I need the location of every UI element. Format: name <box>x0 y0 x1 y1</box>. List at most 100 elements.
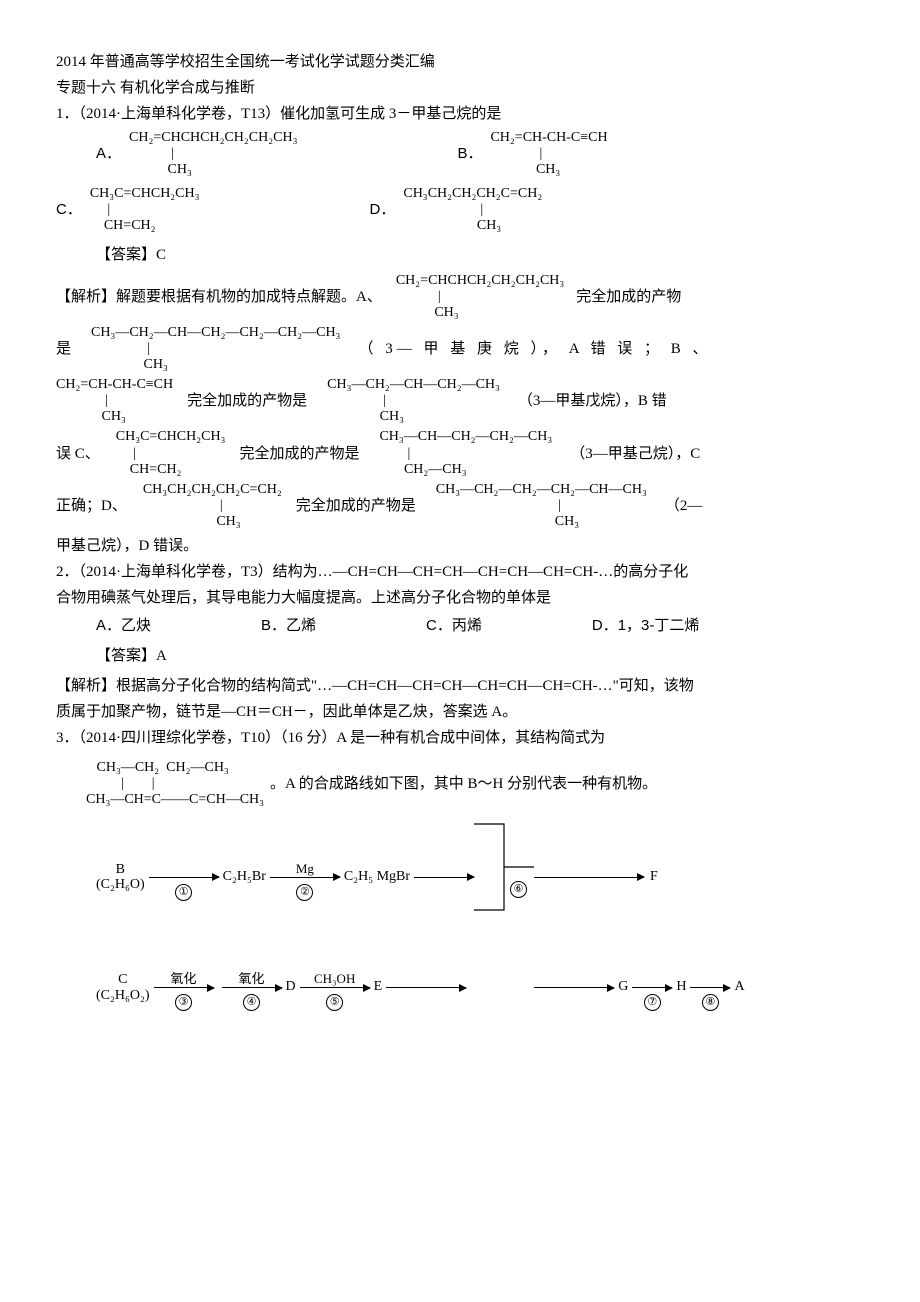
step-number: ⑦ <box>644 994 661 1011</box>
q2-stem-1: 2．（2014·上海单科化学卷，T3）结构为…—CH=CH—CH=CH—CH=C… <box>56 560 864 584</box>
node-label: C₂H₅Br <box>223 866 266 888</box>
arrow-icon: ⑦ <box>632 987 672 988</box>
chem-line: | <box>379 446 552 462</box>
q1-opt-d-struct: CH₃CH₂CH₂CH₂C=CH₂ | CH₃ <box>403 186 542 234</box>
chem-line: CH₂=CH-CH-C≡CH <box>56 377 173 393</box>
doc-title: 2014 年普通高等学校招生全国统一考试化学试题分类汇编 <box>56 50 864 74</box>
q1-expl-struct-d: CH₃CH₂CH₂CH₂C=CH₂ | CH₃ <box>143 482 282 530</box>
text-run: 完全加成的产物 <box>576 285 681 309</box>
q1-expl-d: 正确；D、 CH₃CH₂CH₂CH₂C=CH₂ | CH₃ 完全加成的产物是 C… <box>56 482 864 530</box>
chem-line: CH₃ <box>436 514 647 530</box>
text-run: （3—甲基己烷），C <box>570 442 700 466</box>
q3-structure-a: CH₃—CH₂ CH₂—CH₃ | | CH₃—CH=C——C=CH—CH₃ <box>86 760 264 808</box>
text-run: 正确；D、 <box>56 494 127 518</box>
chem-line: CH₃C=CHCH₂CH₃ <box>116 429 226 445</box>
chem-line: | <box>116 446 226 462</box>
arrow-icon: Mg ② <box>270 877 340 878</box>
q3-synthesis-scheme: B (C₂H₆O) ① C₂H₅Br Mg ② C₂H₅ MgBr ⑥ F C … <box>96 822 864 1003</box>
chem-line: CH₃—CH₂ CH₂—CH₃ <box>86 760 264 776</box>
chem-line: | <box>56 393 173 409</box>
chem-line: CH₃—CH—CH₂—CH₂—CH₃ <box>379 429 552 445</box>
chem-line: CH₃CH₂CH₂CH₂C=CH₂ <box>143 482 282 498</box>
arrow-icon: ① <box>149 877 219 878</box>
q1-prod-b-struct: CH₃—CH₂—CH—CH₂—CH₃ | CH₃ <box>327 377 500 425</box>
q1-label-a: A． <box>96 142 121 166</box>
q3-struct-row: CH₃—CH₂ CH₂—CH₃ | | CH₃—CH=C——C=CH—CH₃ 。… <box>56 760 864 808</box>
q1-row-ab: A． CH₂=CHCHCH₂CH₂CH₂CH₃ | CH₃ B． CH₂=CH-… <box>56 130 864 178</box>
chem-line: CH₃ <box>490 162 607 178</box>
q1-label-c: C． <box>56 198 82 222</box>
step-number: ① <box>175 884 192 901</box>
text-run: 【解析】解题要根据有机物的加成特点解题。A、 <box>56 285 382 309</box>
chem-line: CH₃ <box>56 409 173 425</box>
node-label: B <box>116 862 125 877</box>
q2-opt-a: A．乙炔 <box>96 614 151 638</box>
q1-prod-d-struct: CH₃—CH₂—CH₂—CH₂—CH—CH₃ | CH₃ <box>436 482 647 530</box>
chem-line: | <box>129 146 297 162</box>
step-number: ⑤ <box>326 994 343 1011</box>
q2-expl-2: 质属于加聚产物，链节是—CH＝CH－，因此单体是乙炔，答案选 A。 <box>56 700 864 724</box>
doc-subtitle: 专题十六 有机化学合成与推断 <box>56 76 864 100</box>
q2-expl-1: 【解析】根据高分子化合物的结构简式"…—CH=CH—CH=CH—CH=CH—CH… <box>56 674 864 698</box>
arrow-label: 氧化 <box>154 969 214 990</box>
chem-line: CH₃—CH₂—CH₂—CH₂—CH—CH₃ <box>436 482 647 498</box>
text-run: （3—甲基戊烷），B 错 <box>518 389 667 413</box>
q1-opt-c-struct: CH₃C=CHCH₂CH₃ | CH=CH₂ <box>90 186 200 234</box>
chem-line: CH₃ <box>327 409 500 425</box>
chem-line: CH=CH₂ <box>90 218 200 234</box>
node-formula: (C₂H₆O) <box>96 877 145 892</box>
q2-stem-2: 合物用碘蒸气处理后，其导电能力大幅度提高。上述高分子化合物的单体是 <box>56 586 864 610</box>
arrow-icon: 氧化 ④ <box>222 987 282 988</box>
node-label: C₂H₅ MgBr <box>344 866 410 888</box>
chem-line: | <box>403 202 542 218</box>
node-label: E <box>374 976 383 998</box>
chem-line: CH₃ <box>143 514 282 530</box>
q1-expl-struct-a: CH₂=CHCHCH₂CH₂CH₂CH₃ | CH₃ <box>396 273 564 321</box>
chem-line: CH₃CH₂CH₂CH₂C=CH₂ <box>403 186 542 202</box>
node-formula: (C₂H₆O₂) <box>96 988 150 1003</box>
chem-line: | <box>91 341 340 357</box>
arrow-icon <box>534 987 614 988</box>
node-b: B (C₂H₆O) <box>96 862 145 893</box>
arrow-icon <box>534 877 644 878</box>
arrow-label: CH₃OH <box>300 969 370 990</box>
q1-opt-b-struct: CH₂=CH-CH-C≡CH | CH₃ <box>490 130 607 178</box>
chem-line: CH₂=CH-CH-C≡CH <box>490 130 607 146</box>
chem-line: CH₃ <box>403 218 542 234</box>
q2-opt-c: C．丙烯 <box>426 614 482 638</box>
node-c: C (C₂H₆O₂) <box>96 972 150 1003</box>
chem-line: | <box>90 202 200 218</box>
q1-expl-final: 甲基己烷），D 错误。 <box>56 534 864 558</box>
q2-opt-b: B．乙烯 <box>261 614 316 638</box>
text-run: 完全加成的产物是 <box>187 389 307 413</box>
text-run: 误 C、 <box>56 442 100 466</box>
q2-answer: 【答案】A <box>96 644 864 668</box>
node-label: C <box>118 972 127 987</box>
node-label: G <box>618 976 628 998</box>
text-run: （2— <box>665 494 703 518</box>
arrow-icon: CH₃OH ⑤ <box>300 987 370 988</box>
arrow-icon <box>414 877 474 878</box>
arrow-icon <box>386 987 466 988</box>
chem-line: | <box>143 498 282 514</box>
node-label: A <box>734 976 744 998</box>
q1-expl-struct-b: CH₂=CH-CH-C≡CH | CH₃ <box>56 377 173 425</box>
step-number: ④ <box>243 994 260 1011</box>
q2-options: A．乙炔 B．乙烯 C．丙烯 D．1，3-丁二烯 <box>96 614 864 638</box>
chem-line: CH₂=CHCHCH₂CH₂CH₂CH₃ <box>129 130 297 146</box>
q1-prod-c-struct: CH₃—CH—CH₂—CH₂—CH₃ | CH₂—CH₃ <box>379 429 552 477</box>
step-number: ② <box>296 884 313 901</box>
node-label: D <box>286 976 296 998</box>
q1-label-d: D． <box>370 198 396 222</box>
q1-row-cd: C． CH₃C=CHCH₂CH₃ | CH=CH₂ D． CH₃CH₂CH₂CH… <box>56 186 864 234</box>
q1-expl-lead: 【解析】解题要根据有机物的加成特点解题。A、 CH₂=CHCHCH₂CH₂CH₂… <box>56 273 864 321</box>
q1-expl-b: CH₂=CH-CH-C≡CH | CH₃ 完全加成的产物是 CH₃—CH₂—CH… <box>56 377 864 425</box>
chem-line: CH₃ <box>129 162 297 178</box>
chem-line: CH₃ <box>396 305 564 321</box>
step-number: ⑥ <box>510 881 527 898</box>
chem-line: | <box>396 289 564 305</box>
q1-expl-struct-c: CH₃C=CHCH₂CH₃ | CH=CH₂ <box>116 429 226 477</box>
arrow-icon: 氧化 ③ <box>154 987 214 988</box>
arrow-icon: ⑧ <box>690 987 730 988</box>
q1-stem: 1．（2014·上海单科化学卷，T13）催化加氢可生成 3－甲基己烷的是 <box>56 102 864 126</box>
